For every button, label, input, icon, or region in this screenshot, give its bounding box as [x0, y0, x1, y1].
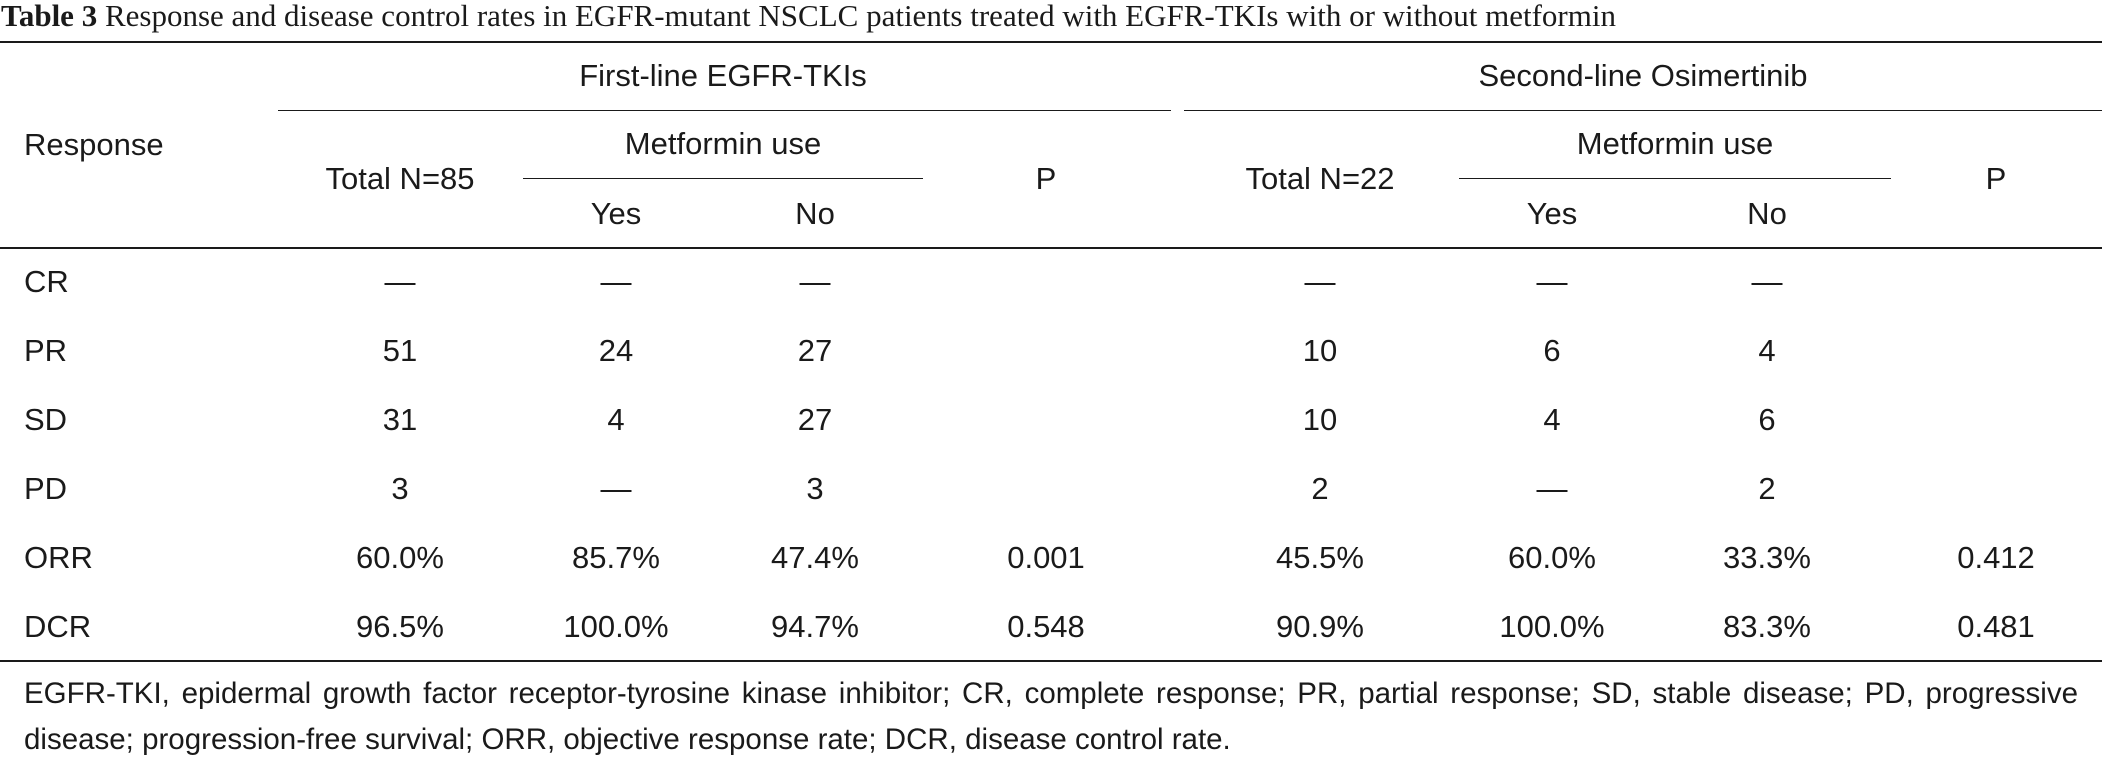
header-metformin-second-line: Metformin use: [1576, 126, 1774, 161]
table-caption: Table 3 Response and disease control rat…: [0, 0, 2102, 34]
header-p-second-line: P: [1985, 161, 2007, 196]
table-cell: 83.3%: [1723, 609, 1811, 644]
group1-underline: [278, 110, 1171, 111]
table-cell: 94.7%: [771, 609, 859, 644]
table-cell: —: [600, 471, 632, 506]
header-group-first-line: First-line EGFR-TKIs: [579, 58, 867, 93]
table-cell: —: [1304, 264, 1336, 299]
table-cell: 100.0%: [563, 609, 669, 644]
table-cell: —: [1751, 264, 1783, 299]
table-cell: 45.5%: [1276, 540, 1364, 575]
row-label: PD: [24, 471, 68, 506]
header-total-second-line: Total N=22: [1245, 161, 1395, 196]
table-cell: 0.548: [1007, 609, 1085, 644]
header-no-first-line: No: [795, 196, 835, 231]
table-cell: 27: [797, 333, 833, 368]
table-cell: 51: [382, 333, 418, 368]
metformin2-underline: [1459, 178, 1891, 179]
table-top-rule: [0, 41, 2102, 43]
table-caption-text: Response and disease control rates in EG…: [97, 0, 1616, 33]
table-cell: 47.4%: [771, 540, 859, 575]
table-cell: 2: [1311, 471, 1329, 506]
table-cell: —: [384, 264, 416, 299]
table-cell: —: [1536, 471, 1568, 506]
header-group-second-line: Second-line Osimertinib: [1478, 58, 1808, 93]
table-cell: 27: [797, 402, 833, 437]
header-response: Response: [24, 127, 164, 162]
table-cell: 0.001: [1007, 540, 1085, 575]
table-cell: 4: [607, 402, 625, 437]
table-cell: 3: [391, 471, 409, 506]
row-label: DCR: [24, 609, 92, 644]
table-caption-label: Table 3: [1, 0, 98, 33]
table-footnote: EGFR-TKI, epidermal growth factor recept…: [24, 677, 2078, 756]
table-cell: 0.412: [1957, 540, 2035, 575]
table-cell: 85.7%: [572, 540, 660, 575]
table-cell: 60.0%: [356, 540, 444, 575]
table-cell: 6: [1543, 333, 1561, 368]
row-label: ORR: [24, 540, 93, 575]
table-cell: —: [1536, 264, 1568, 299]
row-label: SD: [24, 402, 68, 437]
table-cell: 4: [1758, 333, 1776, 368]
header-yes-first-line: Yes: [590, 196, 642, 231]
header-metformin-first-line: Metformin use: [624, 126, 822, 161]
table-cell: 100.0%: [1499, 609, 1605, 644]
table-cell: 10: [1302, 402, 1338, 437]
table-cell: 31: [382, 402, 418, 437]
header-p-first-line: P: [1035, 161, 1057, 196]
table-cell: 4: [1543, 402, 1561, 437]
table-cell: 60.0%: [1508, 540, 1596, 575]
header-total-first-line: Total N=85: [325, 161, 475, 196]
metformin1-underline: [523, 178, 923, 179]
table-cell: 2: [1758, 471, 1776, 506]
table-cell: 10: [1302, 333, 1338, 368]
row-label: CR: [24, 264, 69, 299]
header-yes-second-line: Yes: [1526, 196, 1578, 231]
table-cell: 90.9%: [1276, 609, 1364, 644]
table-cell: 33.3%: [1723, 540, 1811, 575]
group2-underline: [1184, 110, 2102, 111]
row-label: PR: [24, 333, 68, 368]
table-cell: 3: [806, 471, 824, 506]
header-no-second-line: No: [1747, 196, 1787, 231]
table-cell: —: [799, 264, 831, 299]
table-cell: 6: [1758, 402, 1776, 437]
table-cell: 96.5%: [356, 609, 444, 644]
table-cell: 24: [598, 333, 634, 368]
header-bottom-rule: [0, 247, 2102, 249]
table-cell: —: [600, 264, 632, 299]
table-bottom-rule: [0, 660, 2102, 662]
table-cell: 0.481: [1957, 609, 2035, 644]
